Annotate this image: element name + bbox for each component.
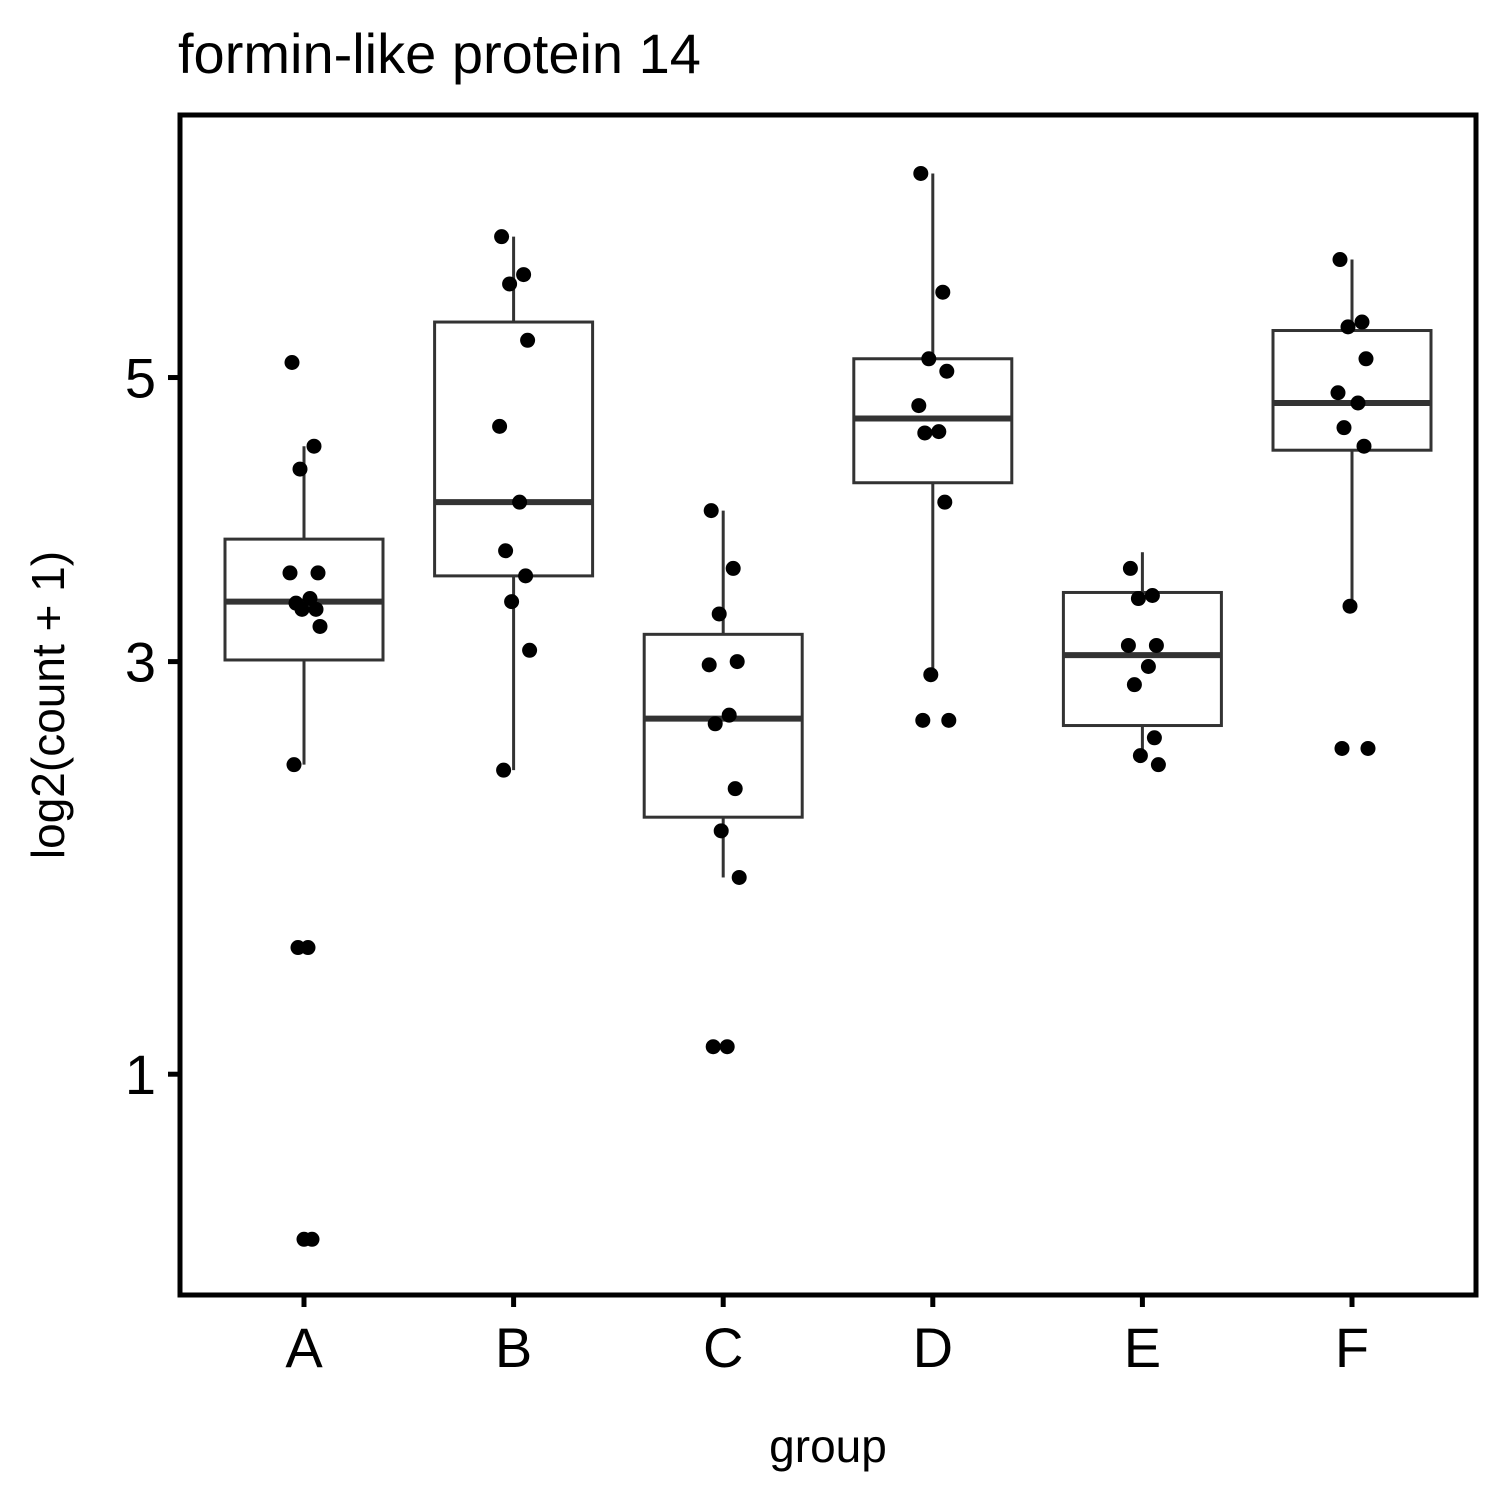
data-point xyxy=(512,494,528,510)
data-point xyxy=(306,438,322,454)
y-tick-label: 5 xyxy=(125,347,156,410)
data-point xyxy=(504,594,520,610)
data-point xyxy=(911,398,927,414)
data-point xyxy=(707,716,723,732)
data-point xyxy=(705,1039,721,1055)
data-point xyxy=(1144,588,1160,604)
data-point xyxy=(703,503,719,519)
data-point xyxy=(1332,252,1348,268)
data-point xyxy=(939,363,955,379)
y-tick-label: 3 xyxy=(125,631,156,694)
data-point xyxy=(312,618,328,634)
data-point xyxy=(498,543,514,559)
points-e xyxy=(1120,560,1166,773)
data-point xyxy=(1148,637,1164,653)
data-point xyxy=(729,654,745,670)
data-point xyxy=(1356,438,1372,454)
box xyxy=(642,632,804,819)
data-point xyxy=(713,823,729,839)
box-group-e xyxy=(1061,552,1223,756)
data-point xyxy=(518,568,534,584)
data-point xyxy=(719,1039,735,1055)
y-axis: 1 3 5 xyxy=(125,347,180,1106)
chart-title: formin-like protein 14 xyxy=(178,22,701,85)
data-point xyxy=(1336,420,1352,436)
data-point xyxy=(931,424,947,440)
panel-border xyxy=(177,112,1479,1298)
data-point xyxy=(711,606,727,622)
data-point xyxy=(294,601,310,617)
data-point xyxy=(1122,560,1138,576)
data-point xyxy=(496,762,512,778)
data-point xyxy=(1150,757,1166,773)
data-point xyxy=(1358,351,1374,367)
data-point xyxy=(731,869,747,885)
data-point xyxy=(913,165,929,181)
x-tick-label: E xyxy=(1124,1316,1161,1379)
data-point xyxy=(917,425,933,441)
data-point xyxy=(492,418,508,434)
x-tick-label: F xyxy=(1335,1316,1369,1379)
data-point xyxy=(494,229,510,245)
box xyxy=(1271,329,1433,452)
y-tick-label: 1 xyxy=(125,1043,156,1106)
x-tick-label: C xyxy=(703,1316,743,1379)
data-point xyxy=(1354,314,1370,330)
box xyxy=(1061,590,1223,728)
points-b xyxy=(492,229,538,778)
box-group-f xyxy=(1271,259,1433,607)
data-point xyxy=(1350,395,1366,411)
data-point xyxy=(1360,740,1376,756)
data-point xyxy=(725,560,741,576)
plot-area xyxy=(223,165,1433,1247)
x-axis: A B C D E F xyxy=(285,1295,1369,1379)
data-point xyxy=(308,601,324,617)
data-point xyxy=(923,667,939,683)
box xyxy=(433,320,595,578)
data-point xyxy=(282,565,298,581)
data-point xyxy=(1132,748,1148,764)
x-axis-title: group xyxy=(769,1420,887,1472)
data-point xyxy=(1340,319,1356,335)
data-point xyxy=(915,712,931,728)
data-point xyxy=(701,657,717,673)
box-group-b xyxy=(433,236,595,771)
data-point xyxy=(310,565,326,581)
x-tick-label: A xyxy=(285,1316,323,1379)
y-axis-title: log2(count + 1) xyxy=(22,551,74,859)
data-point xyxy=(1126,677,1142,693)
data-point xyxy=(1330,385,1346,401)
points-a xyxy=(282,354,328,1247)
data-point xyxy=(290,940,306,956)
points-c xyxy=(701,503,747,1055)
data-point xyxy=(935,284,951,300)
data-point xyxy=(941,712,957,728)
data-point xyxy=(1342,598,1358,614)
data-point xyxy=(296,1231,312,1247)
data-point xyxy=(1334,740,1350,756)
x-tick-label: B xyxy=(495,1316,532,1379)
box-group-d xyxy=(852,173,1014,675)
data-point xyxy=(286,757,302,773)
data-point xyxy=(284,354,300,370)
data-point xyxy=(516,267,532,283)
points-f xyxy=(1330,252,1376,756)
data-point xyxy=(522,642,538,658)
data-point xyxy=(937,494,953,510)
data-point xyxy=(727,781,743,797)
data-point xyxy=(292,461,308,477)
data-point xyxy=(1140,659,1156,675)
data-point xyxy=(1146,730,1162,746)
data-point xyxy=(1120,637,1136,653)
data-point xyxy=(1130,591,1146,607)
box-group-c xyxy=(642,510,804,878)
points-d xyxy=(911,165,957,728)
data-point xyxy=(921,351,937,367)
data-point xyxy=(502,276,518,292)
x-tick-label: D xyxy=(913,1316,953,1379)
data-point xyxy=(721,707,737,723)
data-point xyxy=(520,332,536,348)
